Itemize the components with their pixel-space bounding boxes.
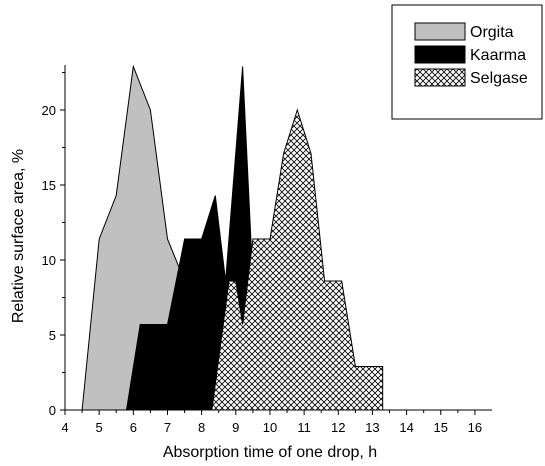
- x-tick-label: 15: [434, 420, 448, 435]
- x-axis-label: Absorption time of one drop, h: [163, 444, 377, 461]
- y-axis-label: Relative surface area, %: [10, 149, 27, 323]
- x-tick-label: 6: [130, 420, 137, 435]
- x-tick-label: 14: [399, 420, 413, 435]
- plot-area: [81, 64, 384, 411]
- legend-label-selgase: Selgase: [470, 70, 528, 87]
- x-tick-label: 7: [164, 420, 171, 435]
- legend-label-kaarma: Kaarma: [470, 47, 526, 64]
- x-tick-label: 11: [297, 420, 311, 435]
- x-tick-label: 9: [232, 420, 239, 435]
- x-tick-label: 8: [198, 420, 205, 435]
- y-tick-label: 20: [42, 103, 56, 118]
- legend-label-orgita: Orgita: [470, 24, 514, 41]
- legend-swatch-selgase: [414, 68, 466, 87]
- x-tick-label: 5: [96, 420, 103, 435]
- y-tick-label: 10: [42, 253, 56, 268]
- y-tick-label: 0: [49, 403, 56, 418]
- x-tick-label: 4: [61, 420, 68, 435]
- x-tick-label: 16: [468, 420, 482, 435]
- legend-swatch-kaarma: [414, 45, 466, 64]
- series-area-selgase: [211, 108, 384, 411]
- x-ticks: 4 5 6 7 8 9 10 11 12 13 14 15 16: [61, 410, 482, 435]
- x-tick-label: 12: [331, 420, 345, 435]
- y-tick-label: 15: [42, 178, 56, 193]
- legend-swatch-orgita: [414, 22, 466, 41]
- y-ticks: 0 5 10 15 20: [42, 72, 65, 418]
- y-tick-label: 5: [49, 328, 56, 343]
- x-tick-label: 10: [263, 420, 277, 435]
- x-tick-label: 13: [365, 420, 379, 435]
- legend: Orgita Kaarma Selgase: [391, 4, 543, 120]
